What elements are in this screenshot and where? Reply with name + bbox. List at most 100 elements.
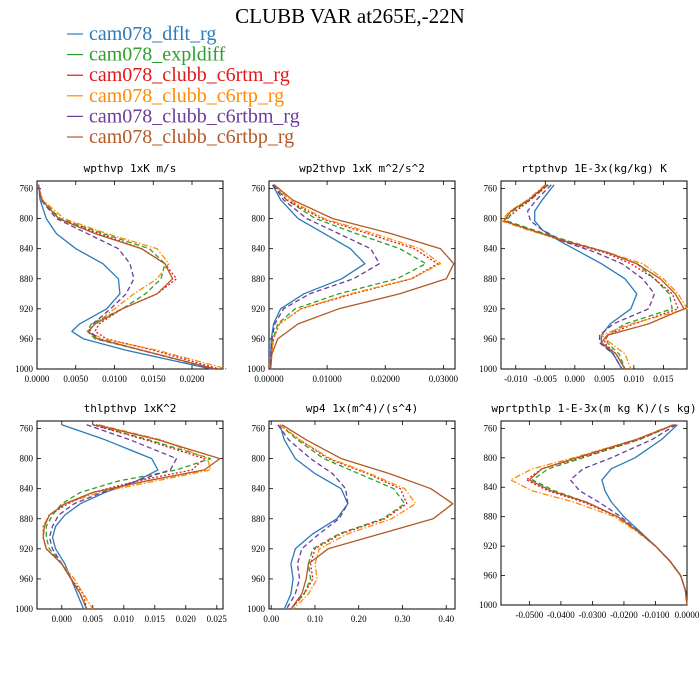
y-tick-label: 760: [20, 184, 34, 194]
figure-title: CLUBB VAR at265E,-22N: [235, 4, 465, 28]
x-tick-label: 0.010: [624, 374, 645, 384]
y-tick-label: 920: [252, 304, 266, 314]
y-tick-label: 760: [252, 424, 266, 434]
y-tick-label: 760: [484, 423, 498, 433]
panel-4: thlpthvp 1xK^2 760 800 840 880 920 960 1000 0.00…: [15, 402, 227, 624]
panel-1: wpthvp 1xK m/s76080084088092096010000.00…: [15, 162, 228, 384]
y-tick-label: 880: [252, 274, 266, 284]
series-line-5: [270, 184, 381, 369]
legend: cam078_dflt_rgcam078_expldiffcam078_club…: [67, 23, 300, 148]
series-line-2: [506, 184, 673, 370]
y-tick-label: 840: [252, 484, 266, 494]
series-line-5: [277, 424, 349, 610]
y-tick-label: 760: [252, 184, 266, 194]
x-tick-label: 0.30: [395, 614, 411, 624]
series-line-6: [528, 424, 688, 606]
panel-6: wprtpthlp 1-E-3x(m kg K)/(s kg) 760 800 840…: [479, 402, 700, 620]
x-tick-label: -0.010: [504, 374, 528, 384]
x-tick-label: 0.025: [207, 614, 228, 624]
y-tick-label: 920: [484, 541, 498, 551]
series-line-3: [37, 184, 220, 370]
legend-label: cam078_clubb_c6rtbp_rg: [89, 126, 294, 148]
x-tick-label: 0.000: [565, 374, 586, 384]
x-tick-label: 0.020: [176, 614, 197, 624]
y-tick-label: 840: [484, 244, 498, 254]
y-tick-label: 920: [252, 544, 266, 554]
y-tick-label: 960: [484, 334, 498, 344]
legend-label: cam078_clubb_c6rtbm_rg: [89, 105, 300, 127]
series-line-2: [279, 424, 406, 610]
panel-title: wprtpthlp 1-E-3x(m kg K)/(s kg): [491, 402, 696, 415]
y-tick-label: 800: [484, 214, 498, 224]
series-line-5: [526, 184, 656, 370]
series-line-1: [270, 184, 366, 369]
y-tick-label: 1000: [15, 604, 34, 614]
y-tick-label: 920: [20, 544, 34, 554]
x-tick-label: 0.03000: [429, 374, 459, 384]
y-tick-label: 1000: [247, 604, 266, 614]
x-tick-label: 0.000: [52, 614, 73, 624]
panel-2: wp2thvp 1xK m^2/s^2 760 800 840 880 920 960 100…: [247, 162, 459, 384]
series-line-5: [48, 424, 178, 610]
series-line-4: [37, 184, 228, 370]
y-tick-label: 760: [484, 184, 498, 194]
series-line-4: [270, 184, 442, 370]
series-line-3: [525, 424, 688, 606]
series-line-2: [270, 184, 427, 370]
y-tick-label: 800: [20, 214, 34, 224]
x-tick-label: 0.00000: [254, 374, 284, 384]
x-tick-label: 0.10: [307, 614, 323, 624]
series-line-2: [37, 184, 216, 370]
x-tick-label: 0.015: [145, 614, 166, 624]
series-line-1: [279, 424, 349, 610]
series-line-4: [500, 184, 688, 370]
x-tick-label: -0.0200: [610, 610, 638, 620]
y-tick-label: 840: [20, 244, 34, 254]
y-tick-label: 1000: [479, 600, 498, 610]
y-tick-label: 800: [20, 454, 34, 464]
x-tick-label: -0.0400: [547, 610, 575, 620]
y-tick-label: 1000: [247, 364, 266, 374]
panel-title: wp4 1x(m^4)/(s^4): [306, 402, 419, 415]
plot-frame: [500, 180, 688, 370]
series-line-4: [279, 424, 417, 610]
y-tick-label: 960: [252, 334, 266, 344]
x-tick-label: 0.0000: [25, 374, 50, 384]
y-tick-label: 1000: [15, 364, 34, 374]
x-tick-label: 0.0100: [102, 374, 127, 384]
y-tick-label: 880: [252, 514, 266, 524]
series-line-6: [281, 424, 454, 610]
y-tick-label: 800: [484, 453, 498, 463]
x-tick-label: 0.0200: [180, 374, 205, 384]
x-tick-label: 0.0050: [63, 374, 88, 384]
legend-label: cam078_clubb_c6rtm_rg: [89, 64, 290, 86]
y-tick-label: 840: [20, 484, 34, 494]
x-tick-label: 0.01000: [313, 374, 343, 384]
series-line-6: [270, 184, 455, 370]
series-line-4: [42, 424, 212, 610]
y-tick-label: 840: [252, 244, 266, 254]
x-tick-label: -0.0500: [515, 610, 543, 620]
plot-frame: [500, 420, 688, 606]
y-tick-label: 920: [20, 304, 34, 314]
series-line-1: [51, 424, 159, 610]
x-tick-label: 0.02000: [371, 374, 401, 384]
x-tick-label: 0.00: [263, 614, 279, 624]
series-line-5: [569, 424, 688, 606]
panel-3: rtpthvp 1E-3x(kg/kg) K 760 800 840 880 920 960…: [479, 162, 688, 384]
series-line-3: [270, 184, 439, 370]
series-line-5: [37, 184, 214, 370]
y-tick-label: 920: [484, 304, 498, 314]
plot-frame: [268, 180, 456, 370]
y-tick-label: 960: [20, 574, 34, 584]
x-tick-label: 0.015: [653, 374, 674, 384]
panel-title: thlpthvp 1xK^2: [84, 402, 177, 415]
panel-5: wp4 1x(m^4)/(s^4)76080084088092096010000…: [247, 402, 456, 624]
series-line-6: [37, 184, 216, 370]
panel-title: rtpthvp 1E-3x(kg/kg) K: [521, 162, 667, 175]
y-tick-label: 840: [484, 482, 498, 492]
x-tick-label: 0.005: [83, 614, 104, 624]
plot-frame: [268, 420, 456, 610]
x-tick-label: 0.005: [594, 374, 615, 384]
